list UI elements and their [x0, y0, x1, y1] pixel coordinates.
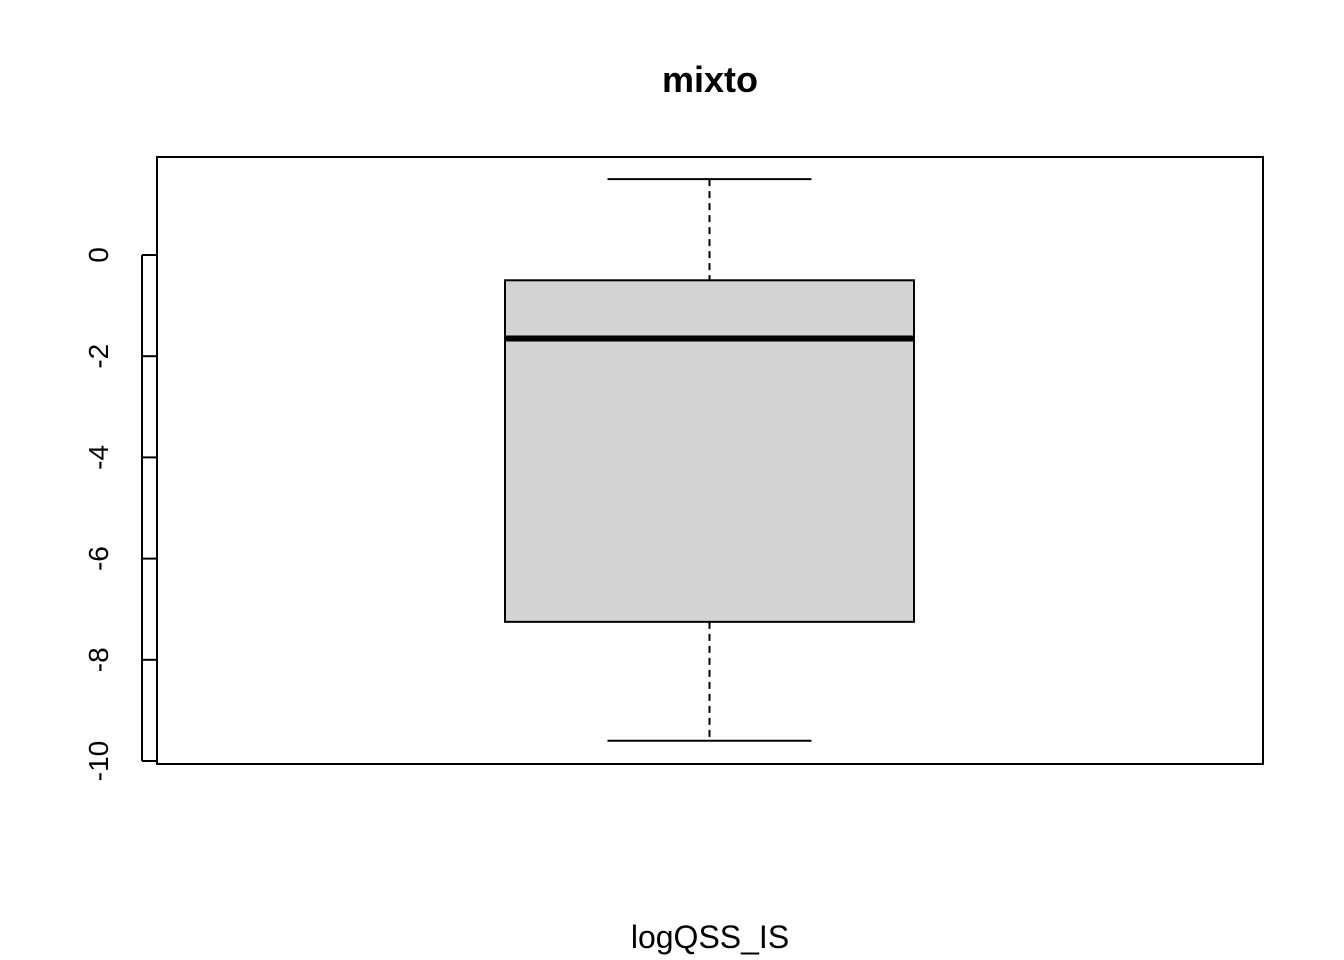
interquartile-box [504, 279, 915, 623]
plot-frame [156, 156, 1264, 765]
y-tick-label: 0 [83, 247, 114, 263]
y-tick-label: -4 [83, 445, 114, 470]
y-tick-label: -2 [83, 344, 114, 369]
x-axis-label: logQSS_IS [631, 919, 789, 955]
y-axis-ticks: 0 -2 -4 -6 -8 -10 [83, 247, 157, 781]
y-tick-label: -8 [83, 647, 114, 672]
y-tick-label: -10 [83, 741, 114, 781]
box-plot [504, 178, 915, 742]
chart-title: mixto [662, 59, 758, 100]
y-tick-label: -6 [83, 546, 114, 571]
